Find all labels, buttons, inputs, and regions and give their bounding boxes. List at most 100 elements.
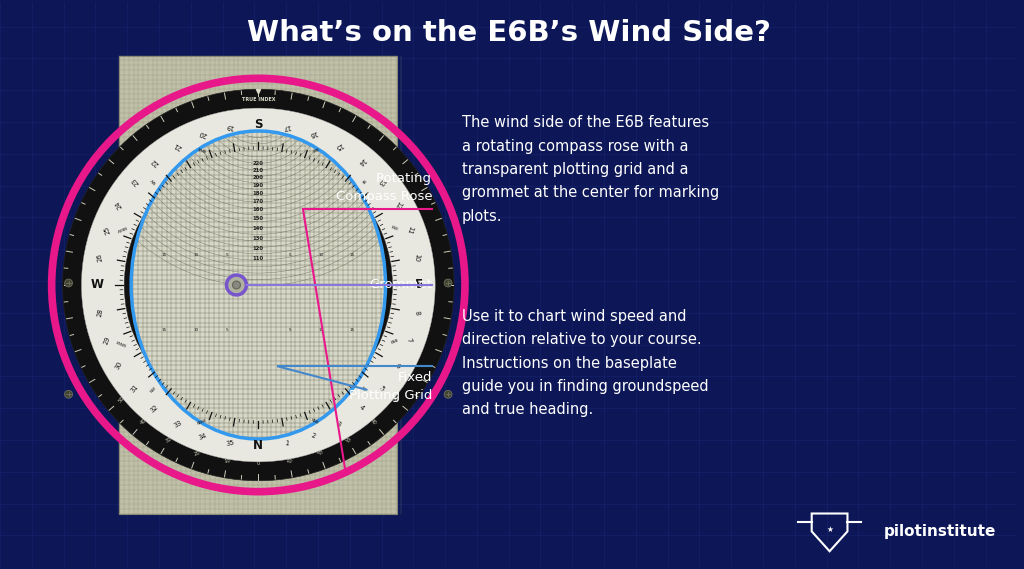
Text: 110: 110 <box>253 255 264 261</box>
Text: 160: 160 <box>253 207 264 212</box>
Text: 6: 6 <box>394 362 401 369</box>
Text: NW: NW <box>150 386 158 394</box>
Text: 5: 5 <box>289 253 291 257</box>
Text: E: E <box>416 278 423 291</box>
Text: pilotinstitute: pilotinstitute <box>885 524 996 539</box>
Text: 24: 24 <box>115 199 124 210</box>
Text: 220: 220 <box>253 161 264 166</box>
Text: 180: 180 <box>253 191 264 196</box>
Text: 15: 15 <box>162 328 167 332</box>
Text: 200: 200 <box>253 175 264 180</box>
Text: Grommet: Grommet <box>370 278 432 291</box>
Text: NE: NE <box>359 386 367 393</box>
Text: 140: 140 <box>253 226 264 231</box>
Circle shape <box>232 281 241 289</box>
Circle shape <box>124 151 392 419</box>
Text: 190: 190 <box>253 183 264 188</box>
Text: 15: 15 <box>349 328 354 332</box>
Text: 5: 5 <box>225 328 228 332</box>
Text: 15: 15 <box>334 141 344 150</box>
Text: ENE: ENE <box>390 338 399 345</box>
Text: 31: 31 <box>130 384 140 394</box>
Text: 22: 22 <box>150 156 160 167</box>
Circle shape <box>65 390 73 398</box>
Text: The wind side of the E6B features
a rotating compass rose with a
transparent plo: The wind side of the E6B features a rota… <box>462 115 719 224</box>
Text: 29: 29 <box>102 335 112 345</box>
Text: 10: 10 <box>318 253 324 257</box>
Text: 21: 21 <box>173 141 183 150</box>
Text: 1: 1 <box>284 440 289 447</box>
Text: 10: 10 <box>194 328 199 332</box>
Text: 14: 14 <box>356 156 367 167</box>
Text: 8: 8 <box>414 310 420 316</box>
Polygon shape <box>119 56 397 513</box>
Text: SSW: SSW <box>197 145 207 152</box>
Text: 30: 30 <box>165 436 173 444</box>
Text: 50: 50 <box>117 396 125 404</box>
Text: 12: 12 <box>393 199 402 209</box>
Text: ESE: ESE <box>391 225 399 232</box>
Text: 0: 0 <box>257 461 260 467</box>
Text: 10: 10 <box>194 253 199 257</box>
Text: WSW: WSW <box>116 224 127 232</box>
Circle shape <box>444 279 452 287</box>
Text: 10: 10 <box>413 253 421 262</box>
Text: 15: 15 <box>162 253 167 257</box>
Text: Use it to chart wind speed and
direction relative to your course.
Instructions o: Use it to chart wind speed and direction… <box>462 309 709 418</box>
Text: W: W <box>91 278 103 291</box>
Text: 35: 35 <box>225 440 236 447</box>
Text: 28: 28 <box>96 308 103 318</box>
Text: 13: 13 <box>377 176 387 187</box>
Text: 11: 11 <box>406 225 414 235</box>
Text: 23: 23 <box>130 176 140 187</box>
Text: 5: 5 <box>378 385 385 392</box>
Text: ★: ★ <box>826 525 834 534</box>
Text: 40: 40 <box>369 418 378 426</box>
Text: 10: 10 <box>286 458 293 464</box>
Text: NNW: NNW <box>197 418 207 426</box>
Text: 17: 17 <box>282 123 291 130</box>
Text: 25: 25 <box>102 225 112 235</box>
Text: 4: 4 <box>358 405 366 412</box>
Text: WNW: WNW <box>116 337 128 345</box>
Text: 20: 20 <box>315 450 324 456</box>
Text: 2: 2 <box>310 432 316 440</box>
Text: 10: 10 <box>223 458 231 464</box>
Circle shape <box>65 279 73 287</box>
Text: 33: 33 <box>173 420 183 429</box>
Circle shape <box>444 390 452 398</box>
Text: 40: 40 <box>139 418 147 426</box>
Text: 20: 20 <box>194 450 201 456</box>
Text: SSE: SSE <box>310 145 319 151</box>
Text: 5: 5 <box>225 253 228 257</box>
Text: 3: 3 <box>336 420 342 428</box>
Text: NNE: NNE <box>310 418 319 425</box>
Text: 20: 20 <box>199 130 208 138</box>
Circle shape <box>62 89 454 481</box>
Text: 15: 15 <box>349 253 354 257</box>
Text: 150: 150 <box>253 216 264 221</box>
Text: 170: 170 <box>253 199 264 204</box>
Text: SE: SE <box>359 177 367 184</box>
Text: 7: 7 <box>406 337 413 343</box>
Text: 10: 10 <box>318 328 324 332</box>
Text: 32: 32 <box>150 403 160 413</box>
Text: 30: 30 <box>115 360 124 370</box>
Text: Fixed
Plotting Grid: Fixed Plotting Grid <box>349 371 432 402</box>
Text: S: S <box>254 118 262 130</box>
Circle shape <box>82 108 435 462</box>
Text: 34: 34 <box>199 432 208 440</box>
Text: 120: 120 <box>253 246 264 251</box>
Text: 30: 30 <box>344 436 352 444</box>
Text: 210: 210 <box>253 168 264 173</box>
Circle shape <box>226 275 247 295</box>
Text: 26: 26 <box>96 252 103 262</box>
Text: 130: 130 <box>253 236 264 241</box>
Text: SW: SW <box>150 176 158 184</box>
Text: TRUE INDEX: TRUE INDEX <box>242 97 275 102</box>
Text: Rotating
Compass Rose: Rotating Compass Rose <box>336 172 432 203</box>
Text: What’s on the E6B’s Wind Side?: What’s on the E6B’s Wind Side? <box>247 19 771 47</box>
Ellipse shape <box>131 131 385 439</box>
Text: 19: 19 <box>225 123 234 130</box>
Text: 5: 5 <box>289 328 291 332</box>
